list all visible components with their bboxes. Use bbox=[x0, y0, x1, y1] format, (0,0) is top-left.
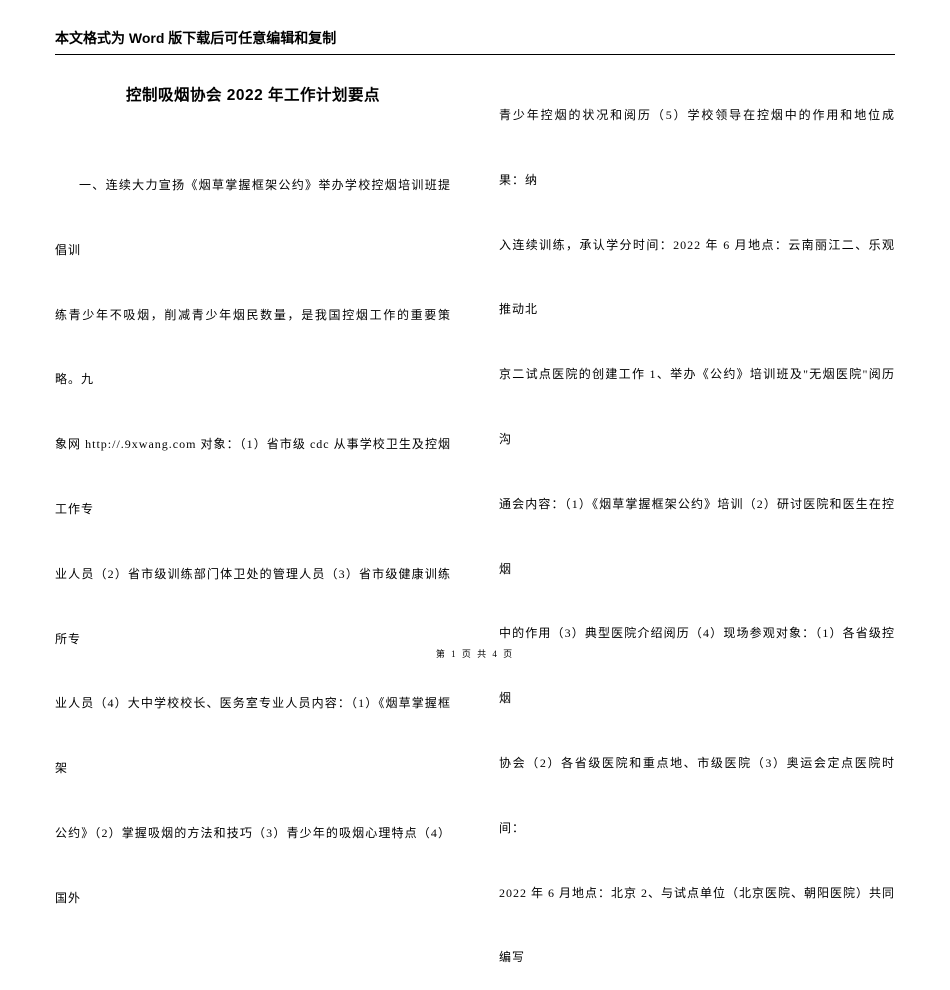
body-paragraph: 业人员（4）大中学校校长、医务室专业人员内容：（1）《烟草掌握框架 bbox=[55, 671, 451, 801]
right-column: 青少年控烟的状况和阅历（5）学校领导在控烟中的作用和地位成果：纳 入连续训练，承… bbox=[499, 83, 895, 990]
body-paragraph: 通会内容：（1）《烟草掌握框架公约》培训（2）研讨医院和医生在控烟 bbox=[499, 472, 895, 602]
document-title: 控制吸烟协会 2022 年工作计划要点 bbox=[55, 83, 451, 105]
two-column-layout: 控制吸烟协会 2022 年工作计划要点 一、连续大力宣扬《烟草掌握框架公约》举办… bbox=[55, 83, 895, 990]
body-paragraph: 象网 http://.9xwang.com 对象：（1）省市级 cdc 从事学校… bbox=[55, 412, 451, 542]
document-page: 本文格式为 Word 版下载后可任意编辑和复制 控制吸烟协会 2022 年工作计… bbox=[0, 0, 950, 672]
body-paragraph: 2022 年 6 月地点：北京 2、与试点单位（北京医院、朝阳医院）共同编写 bbox=[499, 861, 895, 990]
body-paragraph: 练青少年不吸烟，削减青少年烟民数量，是我国控烟工作的重要策略。九 bbox=[55, 283, 451, 413]
body-paragraph: 入连续训练，承认学分时间：2022 年 6 月地点：云南丽江二、乐观推动北 bbox=[499, 213, 895, 343]
body-paragraph: 京二试点医院的创建工作 1、举办《公约》培训班及"无烟医院"阅历沟 bbox=[499, 342, 895, 472]
body-paragraph: 一、连续大力宣扬《烟草掌握框架公约》举办学校控烟培训班提倡训 bbox=[55, 153, 451, 283]
body-paragraph: 中的作用（3）典型医院介绍阅历（4）现场参观对象：（1）各省级控烟 bbox=[499, 601, 895, 731]
body-paragraph: 协会（2）各省级医院和重点地、市级医院（3）奥运会定点医院时间： bbox=[499, 731, 895, 861]
body-paragraph: 公约》（2）掌握吸烟的方法和技巧（3）青少年的吸烟心理特点（4）国外 bbox=[55, 801, 451, 931]
left-column: 控制吸烟协会 2022 年工作计划要点 一、连续大力宣扬《烟草掌握框架公约》举办… bbox=[55, 83, 451, 990]
header-note: 本文格式为 Word 版下载后可任意编辑和复制 bbox=[55, 28, 895, 55]
body-paragraph: 青少年控烟的状况和阅历（5）学校领导在控烟中的作用和地位成果：纳 bbox=[499, 83, 895, 213]
page-footer: 第 1 页 共 4 页 bbox=[0, 647, 950, 660]
